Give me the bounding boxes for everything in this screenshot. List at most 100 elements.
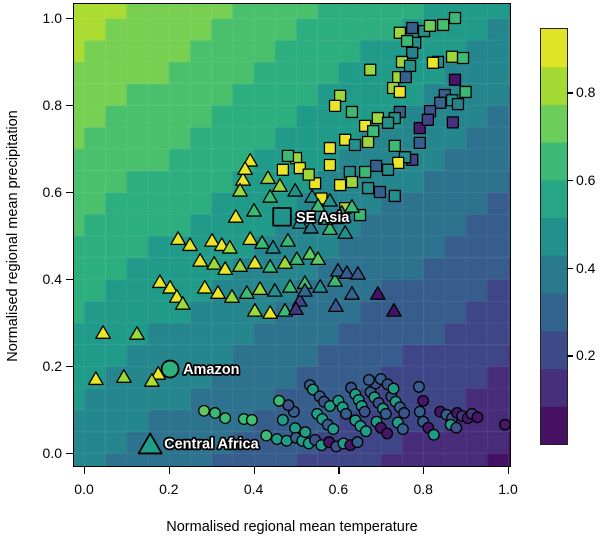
data-point-triangle — [227, 209, 244, 223]
data-point-square — [388, 139, 401, 153]
data-point-triangle — [95, 325, 111, 339]
data-point-triangle — [288, 301, 304, 316]
data-point-square — [393, 26, 407, 39]
data-point-triangle — [327, 272, 343, 287]
data-point-square — [434, 96, 447, 109]
data-point-triangle — [196, 279, 213, 294]
data-point-circle — [381, 427, 394, 440]
data-point-square — [364, 63, 377, 76]
region-label: Central Africa — [164, 436, 259, 452]
data-point-triangle — [344, 286, 360, 300]
scatter-plot: SE Asia Amazon Central Africa — [87, 11, 511, 455]
data-point-triangle — [168, 289, 185, 303]
data-point-square — [345, 105, 359, 119]
data-point-square — [393, 85, 407, 99]
x-tick-label: 0.2 — [159, 481, 179, 497]
data-point-square — [293, 161, 306, 175]
data-point-square — [276, 163, 290, 176]
data-point-triangle — [262, 305, 279, 319]
data-point-square — [302, 168, 315, 181]
data-point-circle — [299, 426, 312, 439]
y-tick-mark — [66, 279, 73, 281]
data-point-triangle — [151, 274, 168, 289]
data-point-square — [403, 59, 417, 72]
y-tick-mark — [66, 105, 73, 107]
data-point-circle — [198, 404, 210, 417]
data-point-triangle — [115, 369, 132, 383]
data-point-square — [381, 116, 395, 129]
data-point-square — [381, 163, 395, 176]
data-point-circle — [450, 421, 463, 434]
data-point-triangle — [182, 237, 198, 252]
x-tick-mark — [508, 467, 510, 474]
x-tick-label: 0.0 — [74, 481, 94, 497]
data-point-triangle — [312, 279, 329, 293]
data-point-square — [421, 113, 435, 126]
colorbar-tick-label: 0.4 — [576, 259, 596, 276]
y-tick-mark — [66, 18, 73, 20]
data-point-square — [392, 156, 405, 170]
data-point-square — [333, 178, 347, 192]
heatmap-background — [73, 3, 511, 467]
data-point-square — [367, 124, 380, 138]
data-point-triangle — [242, 231, 259, 246]
data-point-square — [388, 189, 401, 203]
data-point-square — [399, 71, 412, 84]
data-point-triangle — [277, 255, 293, 269]
data-point-triangle — [266, 282, 283, 297]
data-point-circle — [270, 433, 283, 446]
data-point-square — [361, 181, 375, 195]
data-point-triangle — [386, 302, 402, 317]
data-point-square — [413, 136, 426, 149]
colorbar-tick-label: 0.2 — [576, 347, 596, 364]
data-point-triangle — [224, 289, 240, 303]
data-point-square — [436, 18, 450, 32]
data-point-square — [353, 208, 367, 222]
data-point-square — [451, 97, 465, 111]
x-tick-mark — [253, 467, 255, 474]
data-point-square — [448, 73, 462, 86]
data-point-triangle — [310, 198, 326, 212]
data-point-square — [323, 158, 337, 172]
data-point-triangle — [246, 302, 263, 317]
colorbar-tick-label: 0.6 — [576, 172, 596, 189]
data-point-triangle — [246, 255, 263, 269]
data-point-circle — [340, 407, 352, 420]
data-point-triangle — [310, 251, 326, 266]
data-point-square — [406, 21, 419, 35]
data-point-triangle — [174, 296, 191, 310]
data-point-square — [459, 85, 472, 99]
data-point-triangle — [262, 189, 279, 203]
data-point-triangle — [235, 172, 251, 186]
data-point-circle — [209, 407, 221, 419]
colorbar-tick-label: 0.8 — [576, 84, 596, 101]
data-point-square — [369, 159, 383, 173]
data-point-triangle — [369, 286, 386, 300]
x-tick-label: 0.4 — [243, 481, 264, 497]
data-point-triangle — [302, 246, 318, 260]
data-point-triangle — [277, 302, 293, 317]
data-point-triangle — [282, 279, 298, 293]
data-point-circle — [351, 436, 364, 449]
data-point-circle — [387, 382, 400, 395]
region-label: SE Asia — [296, 210, 350, 226]
data-point-circle — [160, 359, 180, 379]
data-point-square — [371, 111, 384, 125]
data-point-circle — [413, 405, 426, 418]
data-point-triangle — [237, 161, 254, 175]
x-tick-mark — [168, 467, 171, 474]
data-point-square — [333, 89, 347, 103]
data-point-circle — [398, 407, 411, 419]
data-point-circle — [417, 394, 430, 407]
data-point-circle — [471, 411, 484, 424]
data-point-triangle — [129, 326, 145, 340]
y-tick-mark — [66, 453, 73, 455]
data-point-triangle — [162, 279, 178, 294]
data-point-circle — [427, 428, 440, 441]
colorbar-tick-mark — [567, 180, 573, 182]
data-point-circle — [499, 418, 511, 431]
data-point-circle — [323, 400, 336, 412]
colorbar — [540, 28, 568, 445]
data-point-square — [345, 175, 359, 189]
data-point-square — [413, 121, 426, 135]
